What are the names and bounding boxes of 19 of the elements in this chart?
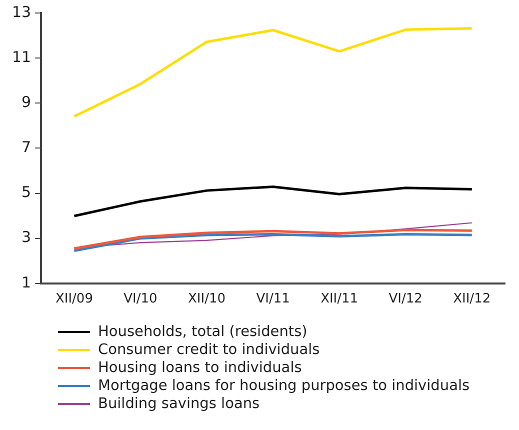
y-tick-label: 7 — [22, 138, 32, 156]
legend-label: Consumer credit to individuals — [98, 341, 320, 359]
x-tick-label: XII/09 — [55, 292, 93, 307]
x-tick-label: VI/12 — [388, 292, 422, 307]
y-tick-label: 5 — [22, 183, 32, 202]
y-tick-label: 1 — [22, 273, 32, 292]
legend-label: Mortgage loans for housing purposes to individuals — [98, 377, 470, 395]
x-tick-label: XII/10 — [188, 292, 226, 307]
y-tick-label: 3 — [22, 228, 32, 246]
x-tick-label: XII/11 — [320, 292, 358, 307]
x-tick-label: VI/10 — [124, 292, 158, 307]
y-tick-label: 9 — [22, 93, 32, 112]
legend-label: Households, total (residents) — [98, 323, 308, 341]
y-tick-label: 13 — [12, 2, 32, 21]
x-tick-label: VI/11 — [256, 292, 290, 307]
x-tick-label: XII/12 — [453, 292, 491, 307]
legend-label: Housing loans to individuals — [98, 359, 302, 377]
y-tick-label: 11 — [12, 48, 32, 66]
legend-label: Building savings loans — [98, 395, 260, 413]
